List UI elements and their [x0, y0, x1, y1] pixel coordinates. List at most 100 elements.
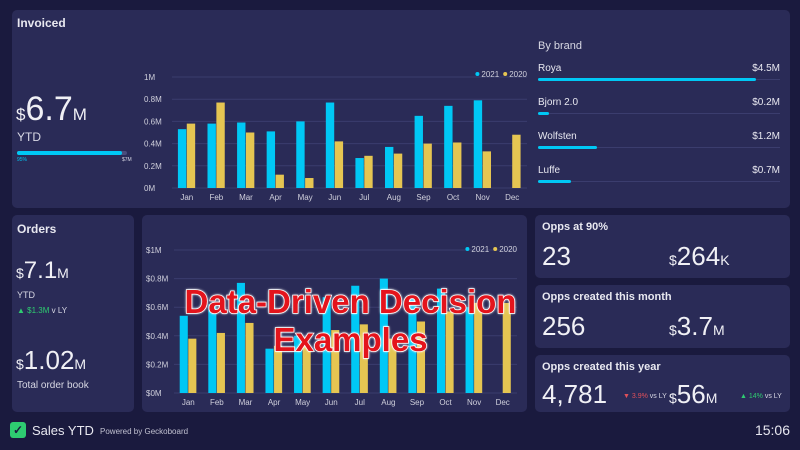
- dashboard-title: Sales YTD: [32, 423, 94, 438]
- x-tick-label: May: [298, 193, 313, 202]
- bar-2021-Sep: [414, 115, 423, 188]
- card-title: Opps created this month: [542, 291, 672, 303]
- bar-2020-Dec: [512, 134, 521, 188]
- card-count: 23: [542, 241, 571, 271]
- card-title: Opps created this year: [542, 361, 661, 373]
- bar-2020-Mar: [245, 132, 255, 188]
- bar-2020-Apr: [275, 174, 284, 188]
- bar-2021-Oct: [444, 105, 453, 188]
- bar-2020-Sep: [416, 321, 426, 393]
- bar-2021-May: [294, 335, 303, 393]
- x-tick-label: Apr: [268, 398, 281, 407]
- legend-swatch: [503, 72, 508, 76]
- brand-value: $1.2M: [752, 131, 780, 142]
- x-tick-label: Oct: [439, 398, 452, 407]
- bar-2020-Feb: [216, 102, 225, 188]
- bar-2021-Apr: [266, 131, 276, 188]
- order-book-value: $1.02M: [16, 345, 87, 375]
- metric-card: Opps created this year 4,781 $56M ▼ 3.9% …: [535, 355, 790, 412]
- x-tick-label: Oct: [447, 193, 460, 202]
- bar-2020-Nov: [474, 302, 483, 393]
- x-tick-label: Nov: [467, 398, 481, 407]
- bar-2021-Feb: [207, 123, 216, 188]
- bar-2021-Aug: [385, 146, 394, 188]
- bar-2020-Oct: [445, 311, 454, 393]
- progress-label: 95%: [17, 157, 28, 163]
- brand-row: Roya $4.5M: [538, 63, 780, 81]
- bar-2020-Nov: [482, 151, 491, 188]
- card-amount: $264K: [669, 241, 730, 271]
- y-tick-label: 0.8M: [144, 95, 162, 104]
- powered-by: Powered by Geckoboard: [100, 427, 189, 436]
- bar-2020-Feb: [216, 332, 225, 393]
- brand-name: Bjorn 2.0: [538, 97, 579, 108]
- y-tick-label: 0.2M: [144, 162, 162, 171]
- y-tick-label: 0.4M: [144, 140, 162, 149]
- x-tick-label: Jul: [355, 398, 365, 407]
- orders-title: Orders: [17, 222, 57, 236]
- bar-2020-Oct: [453, 142, 462, 188]
- x-tick-label: Jul: [359, 193, 369, 202]
- x-tick-label: Dec: [505, 193, 519, 202]
- x-tick-label: Dec: [496, 398, 510, 407]
- x-tick-label: Feb: [210, 398, 224, 407]
- legend-swatch: [475, 72, 480, 76]
- bar-2020-Aug: [388, 338, 397, 393]
- brand-track: [538, 113, 780, 114]
- amount-delta: ▲ 14% vs LY: [740, 393, 782, 400]
- brand-bar: [538, 146, 598, 149]
- invoiced-title: Invoiced: [17, 16, 66, 30]
- brand-value: $0.7M: [752, 165, 780, 176]
- card-amount: $56M: [669, 379, 718, 409]
- bar-2020-Sep: [423, 143, 432, 188]
- brand-value: $4.5M: [752, 63, 780, 74]
- geckoboard-logo-icon: ✓: [10, 422, 26, 438]
- brand-name: Roya: [538, 63, 562, 74]
- card-count: 256: [542, 311, 586, 341]
- brand-track: [538, 181, 780, 182]
- bar-2021-Jun: [325, 102, 335, 188]
- bar-2020-Mar: [245, 322, 254, 393]
- brand-row: Wolfsten $1.2M: [538, 131, 780, 149]
- brand-bar: [538, 78, 756, 81]
- metric-card: Opps created this month 256 $3.7M: [535, 285, 790, 348]
- brand-title: By brand: [538, 40, 583, 52]
- bar-2020-Jun: [331, 330, 340, 393]
- legend-label: 2021: [481, 70, 499, 79]
- bar-2021-Jul: [355, 158, 364, 188]
- bar-2021-Oct: [436, 288, 446, 393]
- bar-2020-Jan: [188, 338, 197, 393]
- brand-name: Luffe: [538, 165, 561, 176]
- brand-row: Luffe $0.7M: [538, 165, 780, 183]
- invoiced-period: YTD: [17, 130, 41, 144]
- legend-label: 2020: [509, 70, 527, 79]
- clock: 15:06: [754, 422, 790, 438]
- bar-2021-Sep: [408, 295, 417, 393]
- x-tick-label: Sep: [410, 398, 425, 407]
- legend-label: 2020: [499, 245, 517, 254]
- y-tick-label: 1M: [144, 73, 155, 82]
- y-tick-label: 0.6M: [144, 117, 162, 126]
- bar-2021-Jan: [179, 315, 188, 393]
- x-tick-label: Jan: [182, 398, 195, 407]
- x-tick-label: Jan: [180, 193, 193, 202]
- bar-2020-Dec: [502, 302, 511, 393]
- card-amount: $3.7M: [669, 311, 725, 341]
- card-count: 4,781: [542, 379, 608, 409]
- count-delta: ▼ 3.9% vs LY: [623, 393, 667, 400]
- invoiced-panel: Invoiced $6.7M YTD 95% $7M 0M 0.2M 0.4M 0.6…: [12, 10, 790, 208]
- x-tick-label: Jun: [328, 193, 341, 202]
- x-tick-label: Sep: [416, 193, 431, 202]
- bar-2021-Feb: [208, 304, 217, 393]
- y-tick-label: $0.6M: [146, 303, 169, 312]
- x-tick-label: Nov: [476, 193, 490, 202]
- y-tick-label: 0M: [144, 184, 155, 193]
- brand-value: $0.2M: [752, 97, 780, 108]
- orders-delta: ▲ $1.3M v LY: [17, 306, 68, 315]
- brand-list: By brand Roya $4.5M Bjorn 2.0 $0.2M Wolfsten…: [530, 10, 790, 208]
- y-tick-label: $1M: [146, 246, 162, 255]
- x-tick-label: Apr: [269, 193, 282, 202]
- footer: ✓ Sales YTD Powered by Geckoboard 15:06: [10, 420, 790, 442]
- orders-period: YTD: [17, 290, 35, 300]
- bar-2020-Apr: [274, 345, 283, 393]
